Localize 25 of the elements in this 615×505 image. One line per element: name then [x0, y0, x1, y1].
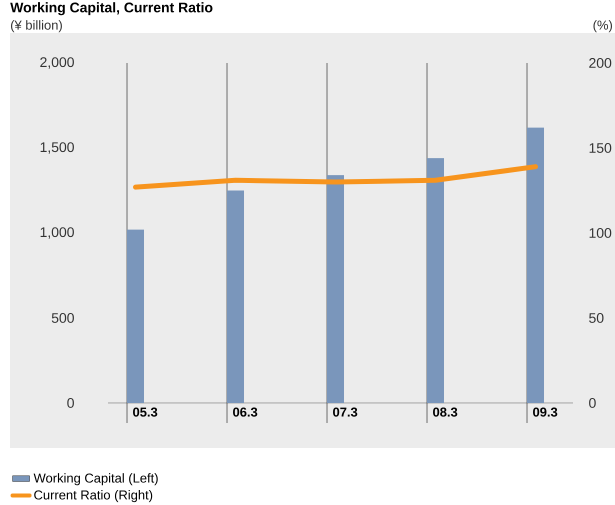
y2-tick-label: 200: [589, 58, 612, 68]
x-tick-label: 08.3: [433, 408, 458, 417]
y-tick-label: 1,500: [40, 142, 74, 154]
y-tick-label: 0: [67, 398, 74, 408]
y2-tick-label: 150: [590, 143, 612, 153]
bar: [427, 158, 444, 403]
y-tick-label: 1,000: [40, 227, 74, 239]
bar: [227, 190, 244, 403]
y2-axis-title: (%): [593, 20, 612, 32]
y-axis-title: (¥ billion): [11, 20, 62, 32]
y-tick-label: 2,000: [40, 57, 74, 69]
x-tick-label: 05.3: [133, 408, 158, 417]
y2-tick-label: 0: [589, 398, 596, 408]
x-tick-label: 09.3: [533, 408, 558, 417]
y-tick-label: 500: [52, 313, 74, 323]
bar: [327, 175, 344, 403]
x-tick-label: 06.3: [233, 408, 258, 417]
x-tick-label: 07.3: [333, 408, 358, 417]
bar: [127, 230, 144, 403]
legend-label: Working Capital (Left): [34, 473, 158, 486]
y2-tick-label: 50: [589, 313, 604, 323]
bar: [527, 128, 544, 403]
y2-tick-label: 100: [590, 228, 612, 238]
chart-title: Working Capital, Current Ratio: [10, 2, 212, 16]
legend-label: Current Ratio (Right): [34, 490, 152, 502]
